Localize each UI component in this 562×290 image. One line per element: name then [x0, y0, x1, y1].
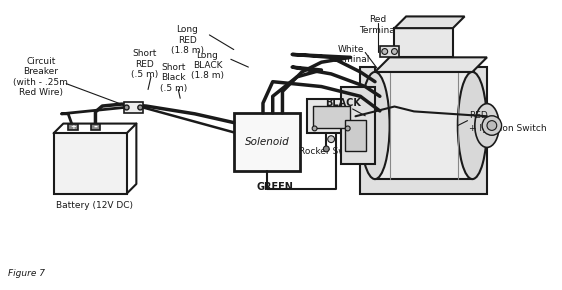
- Polygon shape: [360, 67, 487, 194]
- Ellipse shape: [475, 104, 499, 147]
- Text: Short
RED
(.5 m): Short RED (.5 m): [130, 49, 158, 79]
- Text: Figure 7: Figure 7: [8, 269, 45, 278]
- Circle shape: [345, 126, 350, 131]
- Polygon shape: [53, 133, 126, 194]
- Circle shape: [138, 105, 143, 110]
- Text: +: +: [70, 124, 76, 130]
- Text: Short
Black
(.5 m): Short Black (.5 m): [160, 63, 187, 93]
- FancyBboxPatch shape: [380, 46, 400, 57]
- FancyBboxPatch shape: [395, 28, 453, 57]
- Text: White
Terminal: White Terminal: [332, 45, 370, 64]
- FancyBboxPatch shape: [90, 124, 101, 130]
- Text: RED: RED: [469, 111, 488, 120]
- Text: Battery (12V DC): Battery (12V DC): [56, 202, 133, 211]
- Text: Rocker Switch: Rocker Switch: [300, 147, 363, 156]
- Text: + Ignition Switch: + Ignition Switch: [469, 124, 547, 133]
- Circle shape: [382, 49, 388, 55]
- Text: Long
BLACK
(1.8 m): Long BLACK (1.8 m): [191, 50, 224, 80]
- Ellipse shape: [458, 72, 487, 179]
- Circle shape: [392, 49, 397, 55]
- Text: Circuit
Breaker
(with - .25m
Red Wire): Circuit Breaker (with - .25m Red Wire): [13, 57, 69, 97]
- Circle shape: [323, 146, 329, 152]
- Circle shape: [312, 126, 317, 131]
- Ellipse shape: [360, 72, 389, 179]
- Text: -: -: [93, 122, 97, 132]
- Circle shape: [487, 121, 497, 130]
- Text: Red
Terminal: Red Terminal: [359, 15, 397, 35]
- Circle shape: [482, 116, 502, 135]
- FancyBboxPatch shape: [124, 102, 143, 113]
- Text: GREEN: GREEN: [256, 182, 293, 192]
- Circle shape: [328, 136, 334, 143]
- Polygon shape: [375, 57, 487, 72]
- Circle shape: [124, 105, 129, 110]
- Polygon shape: [395, 17, 465, 28]
- FancyBboxPatch shape: [341, 86, 375, 164]
- Text: BLACK: BLACK: [325, 98, 361, 108]
- FancyBboxPatch shape: [234, 113, 300, 171]
- FancyBboxPatch shape: [312, 106, 350, 128]
- FancyBboxPatch shape: [345, 120, 366, 151]
- FancyBboxPatch shape: [307, 99, 356, 133]
- FancyBboxPatch shape: [375, 72, 473, 179]
- FancyBboxPatch shape: [68, 124, 78, 130]
- Text: Long
RED
(1.8 m): Long RED (1.8 m): [170, 25, 203, 55]
- Text: Solenoid: Solenoid: [244, 137, 289, 147]
